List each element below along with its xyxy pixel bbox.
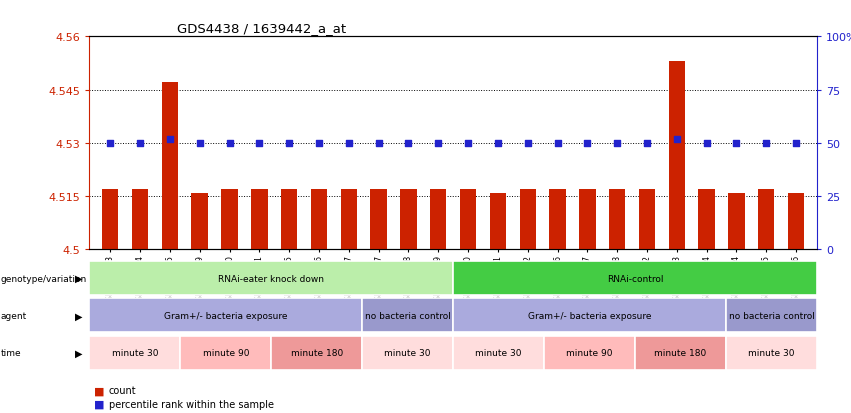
Bar [544, 336, 635, 370]
Text: minute 180: minute 180 [290, 348, 343, 357]
Point [759, 140, 773, 147]
Text: minute 30: minute 30 [476, 348, 522, 357]
Text: ▶: ▶ [76, 311, 83, 320]
Bar [550, 190, 566, 250]
Text: count: count [109, 385, 136, 395]
Bar [430, 190, 447, 250]
Text: ▶: ▶ [76, 273, 83, 283]
Point [372, 140, 386, 147]
Text: percentile rank within the sample: percentile rank within the sample [109, 399, 274, 409]
Point [729, 140, 743, 147]
Bar [519, 190, 536, 250]
Text: no bacteria control: no bacteria control [728, 311, 814, 320]
Bar [728, 193, 745, 250]
Point [640, 140, 654, 147]
Text: minute 30: minute 30 [111, 348, 158, 357]
Bar [489, 193, 506, 250]
Bar [400, 190, 417, 250]
Bar [132, 190, 148, 250]
Point [551, 140, 564, 147]
Point [461, 140, 475, 147]
Point [491, 140, 505, 147]
Bar [788, 193, 804, 250]
Point [789, 140, 802, 147]
Point [253, 140, 266, 147]
Text: ■: ■ [94, 399, 104, 409]
Bar [89, 299, 363, 332]
Bar [221, 190, 237, 250]
Text: minute 30: minute 30 [748, 348, 795, 357]
Point [402, 140, 415, 147]
Point [580, 140, 594, 147]
Bar [699, 190, 715, 250]
Bar [726, 299, 817, 332]
Point [134, 140, 147, 147]
Point [283, 140, 296, 147]
Bar [281, 190, 297, 250]
Bar [251, 190, 267, 250]
Bar [363, 336, 453, 370]
Bar [580, 190, 596, 250]
Bar [669, 62, 685, 250]
Point [223, 140, 237, 147]
Text: time: time [1, 348, 21, 357]
Point [431, 140, 445, 147]
Bar [453, 336, 544, 370]
Text: GDS4438 / 1639442_a_at: GDS4438 / 1639442_a_at [177, 21, 346, 35]
Text: genotype/variation: genotype/variation [1, 274, 87, 283]
Bar [340, 190, 357, 250]
Text: agent: agent [1, 311, 27, 320]
Bar [271, 336, 363, 370]
Text: ■: ■ [94, 385, 104, 395]
Text: no bacteria control: no bacteria control [365, 311, 451, 320]
Bar [363, 299, 453, 332]
Bar [162, 83, 178, 250]
Text: Gram+/- bacteria exposure: Gram+/- bacteria exposure [164, 311, 288, 320]
Point [700, 140, 713, 147]
Bar [89, 336, 180, 370]
Bar [180, 336, 271, 370]
Point [163, 136, 177, 142]
Point [521, 140, 534, 147]
Text: minute 90: minute 90 [203, 348, 249, 357]
Text: RNAi-eater knock down: RNAi-eater knock down [218, 274, 324, 283]
Bar [758, 190, 774, 250]
Point [670, 136, 683, 142]
Bar [453, 299, 726, 332]
Bar [453, 261, 817, 295]
Bar [609, 190, 625, 250]
Point [104, 140, 117, 147]
Bar [639, 190, 655, 250]
Bar [102, 190, 118, 250]
Bar [726, 336, 817, 370]
Point [610, 140, 624, 147]
Bar [460, 190, 477, 250]
Text: minute 30: minute 30 [385, 348, 431, 357]
Point [193, 140, 207, 147]
Text: minute 90: minute 90 [566, 348, 613, 357]
Point [312, 140, 326, 147]
Text: minute 180: minute 180 [654, 348, 706, 357]
Bar [89, 261, 453, 295]
Bar [191, 193, 208, 250]
Bar [635, 336, 726, 370]
Bar [370, 190, 387, 250]
Point [342, 140, 356, 147]
Bar [311, 190, 327, 250]
Text: Gram+/- bacteria exposure: Gram+/- bacteria exposure [528, 311, 651, 320]
Text: RNAi-control: RNAi-control [607, 274, 663, 283]
Text: ▶: ▶ [76, 348, 83, 358]
